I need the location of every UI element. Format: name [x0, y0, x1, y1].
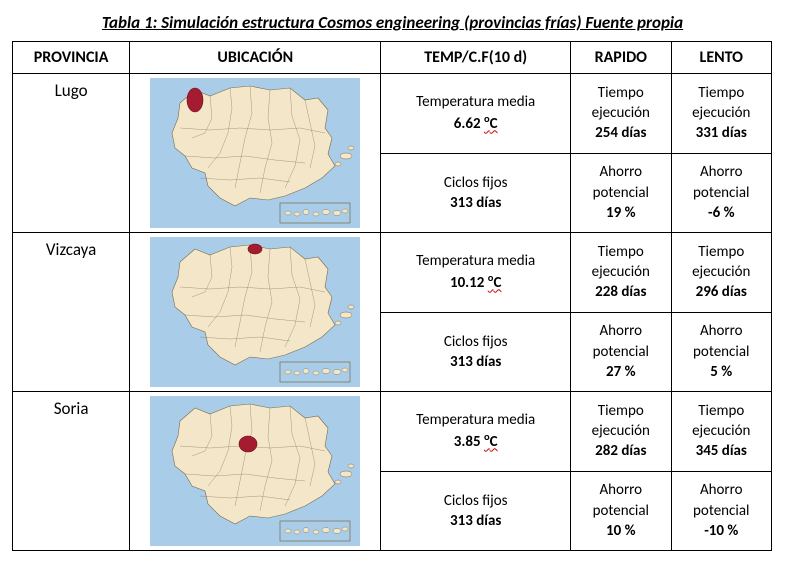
temp-media-label: Temperatura media: [383, 410, 568, 430]
ahorro-pot-label: Ahorro potencial: [674, 162, 769, 203]
tiempo-ejec-label: Tiempo ejecución: [674, 401, 769, 442]
header-lento: LENTO: [671, 42, 771, 74]
rapido-tiempo-cell: Tiempo ejecución 282 días: [571, 392, 671, 472]
header-provincia: PROVINCIA: [13, 42, 130, 74]
provincia-cell: Soria: [13, 392, 130, 551]
ubicacion-cell: [130, 233, 381, 392]
header-temp: TEMP/C.F(10 d): [381, 42, 571, 74]
lento-ahorro-cell: Ahorro potencial -6 %: [671, 153, 771, 233]
header-ubicacion: UBICACIÓN: [130, 42, 381, 74]
temp-media-value: 10.12 oC: [383, 271, 568, 293]
map-icon: [150, 78, 360, 228]
rapido-tiempo-value: 254 días: [573, 123, 668, 143]
rapido-ahorro-cell: Ahorro potencial 10 %: [571, 471, 671, 551]
temp-media-value: 3.85 oC: [383, 430, 568, 452]
lento-tiempo-value: 296 días: [674, 282, 769, 302]
ciclos-fijos-label: Ciclos fijos: [383, 173, 568, 193]
data-table: PROVINCIA UBICACIÓN TEMP/C.F(10 d) RAPID…: [12, 41, 772, 551]
lento-ahorro-value: -6 %: [674, 203, 769, 223]
ciclos-fijos-label: Ciclos fijos: [383, 491, 568, 511]
rapido-ahorro-value: 10 %: [573, 521, 668, 541]
ciclos-fijos-cell: Ciclos fijos 313 días: [381, 312, 571, 392]
tiempo-ejec-label: Tiempo ejecución: [674, 242, 769, 283]
temp-media-cell: Temperatura media 10.12 oC: [381, 233, 571, 313]
ciclos-fijos-value: 313 días: [383, 352, 568, 372]
lento-tiempo-value: 331 días: [674, 123, 769, 143]
tiempo-ejec-label: Tiempo ejecución: [573, 401, 668, 442]
lento-ahorro-value: -10 %: [674, 521, 769, 541]
lento-tiempo-value: 345 días: [674, 441, 769, 461]
lento-ahorro-cell: Ahorro potencial 5 %: [671, 312, 771, 392]
lento-ahorro-cell: Ahorro potencial -10 %: [671, 471, 771, 551]
rapido-tiempo-value: 282 días: [573, 441, 668, 461]
table-title: Tabla 1: Simulación estructura Cosmos en…: [12, 12, 773, 33]
temp-media-label: Temperatura media: [383, 92, 568, 112]
ahorro-pot-label: Ahorro potencial: [573, 321, 668, 362]
rapido-ahorro-value: 19 %: [573, 203, 668, 223]
tiempo-ejec-label: Tiempo ejecución: [573, 83, 668, 124]
provincia-cell: Vizcaya: [13, 233, 130, 392]
lento-tiempo-cell: Tiempo ejecución 345 días: [671, 392, 771, 472]
tiempo-ejec-label: Tiempo ejecución: [573, 242, 668, 283]
temp-media-value: 6.62 oC: [383, 112, 568, 134]
lento-tiempo-cell: Tiempo ejecución 296 días: [671, 233, 771, 313]
ahorro-pot-label: Ahorro potencial: [573, 162, 668, 203]
temp-media-label: Temperatura media: [383, 251, 568, 271]
ahorro-pot-label: Ahorro potencial: [573, 480, 668, 521]
table-header-row: PROVINCIA UBICACIÓN TEMP/C.F(10 d) RAPID…: [13, 42, 772, 74]
map-icon: [150, 396, 360, 546]
ciclos-fijos-label: Ciclos fijos: [383, 332, 568, 352]
ubicacion-cell: [130, 74, 381, 233]
table-row: Soria Temperatura media: [13, 392, 772, 472]
tiempo-ejec-label: Tiempo ejecución: [674, 83, 769, 124]
ciclos-fijos-cell: Ciclos fijos 313 días: [381, 471, 571, 551]
table-row: Lugo Temperatura media 6: [13, 74, 772, 154]
ahorro-pot-label: Ahorro potencial: [674, 321, 769, 362]
table-row: Vizcaya Temperatura media: [13, 233, 772, 313]
rapido-tiempo-cell: Tiempo ejecución 228 días: [571, 233, 671, 313]
ahorro-pot-label: Ahorro potencial: [674, 480, 769, 521]
rapido-ahorro-cell: Ahorro potencial 27 %: [571, 312, 671, 392]
header-rapido: RAPIDO: [571, 42, 671, 74]
ciclos-fijos-value: 313 días: [383, 511, 568, 531]
rapido-tiempo-cell: Tiempo ejecución 254 días: [571, 74, 671, 154]
ubicacion-cell: [130, 392, 381, 551]
lento-tiempo-cell: Tiempo ejecución 331 días: [671, 74, 771, 154]
ciclos-fijos-value: 313 días: [383, 193, 568, 213]
lento-ahorro-value: 5 %: [674, 362, 769, 382]
rapido-tiempo-value: 228 días: [573, 282, 668, 302]
rapido-ahorro-value: 27 %: [573, 362, 668, 382]
ciclos-fijos-cell: Ciclos fijos 313 días: [381, 153, 571, 233]
provincia-cell: Lugo: [13, 74, 130, 233]
rapido-ahorro-cell: Ahorro potencial 19 %: [571, 153, 671, 233]
temp-media-cell: Temperatura media 6.62 oC: [381, 74, 571, 154]
map-icon: [150, 237, 360, 387]
temp-media-cell: Temperatura media 3.85 oC: [381, 392, 571, 472]
